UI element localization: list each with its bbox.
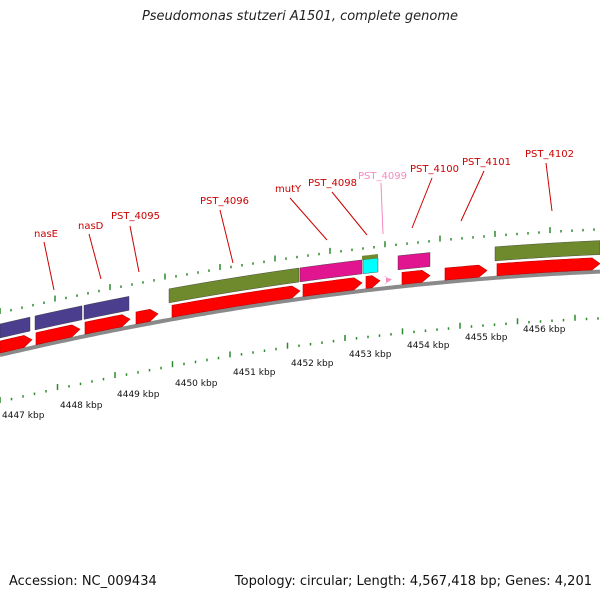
gene-label-PST_4095: PST_4095: [111, 211, 160, 222]
cog-block-magenta: [397, 252, 431, 271]
kbp-label: 4453 kbp: [349, 350, 392, 360]
upper-tick-ring: [0, 227, 595, 314]
cds-arrow: [302, 277, 363, 297]
cds-arrow: [171, 285, 301, 318]
gene-label-mutY: mutY: [275, 184, 302, 195]
backbone-line: [0, 269, 600, 357]
gene-callout-line: [460, 170, 485, 222]
gene-callout-line: [88, 233, 102, 280]
gene-callout-lines: [43, 162, 553, 291]
kbp-label: 4454 kbp: [407, 341, 450, 351]
pseudogene-arrow: [384, 276, 392, 285]
kbp-scale-labels: 4447 kbp 4448 kbp 4449 kbp 4450 kbp 4451…: [2, 325, 566, 421]
kbp-label: 4456 kbp: [523, 325, 566, 335]
genome-backbone: [0, 269, 600, 357]
cds-feature-track: [0, 257, 600, 354]
map-title: Pseudomonas stutzeri A1501, complete gen…: [141, 9, 459, 24]
gene-label-PST_4102: PST_4102: [525, 149, 574, 160]
cds-arrow: [496, 257, 600, 277]
gene-label-PST_4101: PST_4101: [462, 157, 511, 168]
cog-block-magenta: [299, 259, 363, 283]
gene-label-PST_4096: PST_4096: [200, 196, 249, 207]
cds-arrow: [135, 309, 159, 325]
gene-callout-line: [43, 241, 55, 291]
gene-callout-line: [380, 182, 384, 235]
cog-block-purple: [0, 316, 31, 339]
gene-label-nasE: nasE: [34, 229, 58, 240]
cog-block-purple: [34, 305, 83, 331]
gene-callout-line: [219, 209, 234, 264]
genome-summary-text: Topology: circular; Length: 4,567,418 bp…: [234, 574, 592, 589]
accession-text: Accession: NC_009434: [9, 574, 157, 589]
kbp-label: 4452 kbp: [291, 359, 334, 369]
gene-callout-line: [289, 197, 328, 241]
gene-callout-line: [411, 177, 433, 229]
cds-arrow: [401, 270, 431, 285]
kbp-label: 4447 kbp: [2, 411, 45, 421]
lower-tick-ring: [0, 314, 599, 403]
cog-block-purple: [83, 296, 130, 320]
cog-block-cyan: [362, 257, 379, 275]
cds-arrow: [444, 264, 488, 281]
gene-label-PST_4099: PST_4099: [358, 171, 407, 182]
gene-callout-line: [545, 162, 553, 212]
cds-arrow: [365, 275, 381, 289]
cog-block-olive: [494, 240, 600, 262]
kbp-label: 4451 kbp: [233, 368, 276, 378]
cds-arrow: [0, 335, 33, 354]
gene-label-PST_4100: PST_4100: [410, 164, 459, 175]
gene-label-PST_4098: PST_4098: [308, 178, 357, 189]
gene-label-layer: nasE nasD PST_4095 PST_4096 mutY PST_409…: [34, 149, 574, 240]
cog-block-olive: [362, 254, 378, 260]
gene-callout-line: [129, 225, 140, 273]
cog-feature-track: [0, 240, 600, 339]
gene-callout-line: [331, 191, 368, 236]
gene-label-nasD: nasD: [78, 221, 104, 232]
kbp-label: 4455 kbp: [465, 333, 508, 343]
kbp-label: 4448 kbp: [60, 401, 103, 411]
cds-arrow: [35, 324, 81, 346]
kbp-label: 4449 kbp: [117, 390, 160, 400]
kbp-label: 4450 kbp: [175, 379, 218, 389]
cog-block-olive: [168, 267, 300, 304]
cds-arrow: [84, 314, 131, 335]
